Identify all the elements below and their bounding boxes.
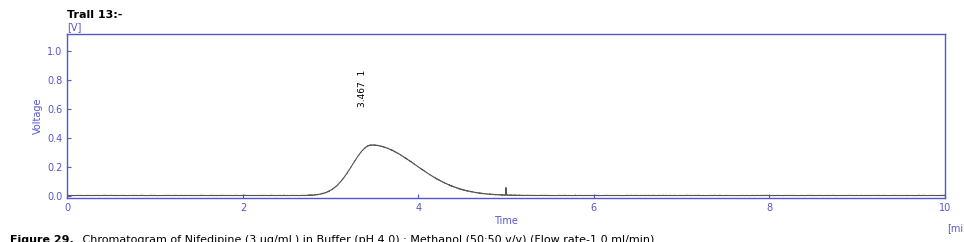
X-axis label: Time: Time <box>495 216 518 226</box>
Text: [min.]: [min.] <box>948 223 964 234</box>
Y-axis label: Voltage: Voltage <box>33 98 43 134</box>
Text: Trall 13:-: Trall 13:- <box>67 10 122 20</box>
Text: [V]: [V] <box>67 22 82 32</box>
Text: 3.467  1: 3.467 1 <box>359 70 367 107</box>
Text: Figure 29.: Figure 29. <box>10 235 73 242</box>
Text: Chromatogram of Nifedipine (3 μg/mL) in Buffer (pH 4.0) : Methanol (50:50 v/v) (: Chromatogram of Nifedipine (3 μg/mL) in … <box>79 235 658 242</box>
